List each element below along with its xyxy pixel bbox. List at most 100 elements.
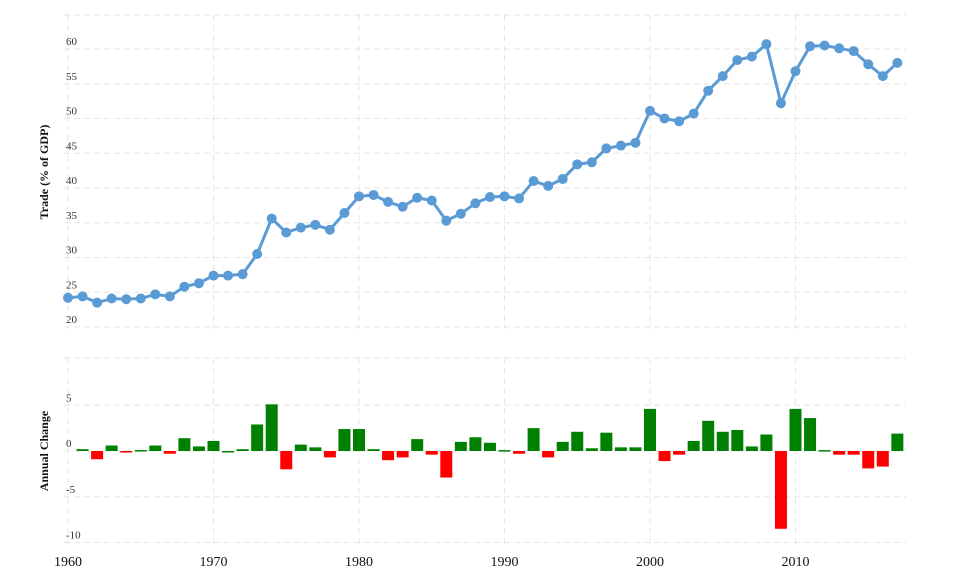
trade-point <box>397 201 408 212</box>
bottom-y-tick-label: 0 <box>66 438 72 450</box>
annual-change-bar <box>323 451 336 458</box>
annual-change-bar <box>411 439 424 451</box>
trade-point <box>121 294 132 305</box>
annual-change-bar <box>265 404 278 451</box>
annual-change-bar <box>585 448 598 451</box>
annual-change-bar <box>658 451 671 462</box>
trade-point <box>470 198 481 209</box>
trade-point <box>543 180 554 191</box>
annual-change-bar <box>105 445 118 451</box>
annual-change-bar <box>76 449 89 451</box>
trade-point <box>659 113 670 124</box>
trade-point <box>484 192 495 203</box>
x-tick-label: 1990 <box>491 555 519 570</box>
annual-change-bar <box>542 451 555 458</box>
annual-change-bar <box>513 451 526 454</box>
trade-point <box>819 40 830 51</box>
bottom-y-tick-label: 5 <box>66 392 72 404</box>
top-y-tick-label: 40 <box>66 175 78 187</box>
trade-point <box>892 57 903 68</box>
annual-change-bar <box>294 444 307 451</box>
annual-change-bar <box>600 432 613 451</box>
top-y-tick-label: 25 <box>66 279 78 291</box>
trade-point <box>310 219 321 230</box>
trade-point <box>383 196 394 207</box>
trade-line <box>67 42 899 305</box>
trade-point <box>499 191 510 202</box>
bottom-y-axis-label: Annual Change <box>37 410 51 491</box>
top-y-tick-label: 55 <box>66 71 78 83</box>
trade-point <box>92 297 103 308</box>
top-y-tick-label: 30 <box>66 245 78 257</box>
x-tick-label: 2000 <box>636 555 664 570</box>
top-y-axis-label: Trade (% of GDP) <box>37 125 51 220</box>
annual-change-bar <box>454 441 467 451</box>
annual-change-bar <box>745 446 758 451</box>
annual-change-bar <box>192 446 205 451</box>
top-y-tick-label: 45 <box>66 140 78 152</box>
trade-point <box>354 191 364 202</box>
annual-change-bar <box>469 437 482 451</box>
annual-change-bar <box>163 451 176 454</box>
annual-change-bar <box>425 451 438 455</box>
trade-line-series <box>67 42 899 305</box>
annual-change-bar <box>614 447 627 451</box>
trade-point <box>615 140 626 151</box>
annual-change-bar <box>847 451 860 455</box>
bottom-y-axis-ticks: -10 -5 0 5 <box>66 392 81 541</box>
annual-change-bars <box>76 404 904 529</box>
annual-change-bar <box>498 450 511 452</box>
trade-point <box>877 71 888 82</box>
trade-point <box>717 71 728 82</box>
annual-change-bar <box>149 445 162 451</box>
trade-point <box>77 291 88 302</box>
x-tick-label: 1970 <box>200 555 228 570</box>
trade-point <box>193 278 204 289</box>
x-tick-label: 1960 <box>54 555 82 570</box>
top-y-tick-label: 35 <box>66 210 78 222</box>
annual-change-bar <box>120 451 133 453</box>
trade-point <box>223 270 234 281</box>
annual-change-bar <box>833 451 846 455</box>
annual-change-bar <box>644 408 656 451</box>
trade-point <box>674 116 685 127</box>
trade-point <box>412 192 423 203</box>
trade-point <box>848 46 859 57</box>
trade-point <box>703 85 714 96</box>
annual-change-bar <box>134 450 147 452</box>
annual-change-bar <box>760 434 773 451</box>
trade-point <box>237 269 248 280</box>
annual-change-bar <box>571 431 584 451</box>
trade-point <box>295 222 306 233</box>
annual-change-bar <box>382 451 395 461</box>
annual-change-bar <box>716 431 729 451</box>
annual-change-bar <box>774 451 787 529</box>
annual-change-bar <box>818 450 831 452</box>
trade-point <box>761 39 772 50</box>
annual-change-bar <box>702 420 715 451</box>
trade-point <box>426 195 437 206</box>
annual-change-bar <box>673 451 686 455</box>
trade-point <box>572 159 583 170</box>
trade-point <box>688 108 699 119</box>
trade-point <box>208 270 219 281</box>
bottom-y-tick-label: -5 <box>66 484 76 496</box>
annual-change-bar <box>731 429 744 451</box>
trade-point <box>732 55 743 66</box>
top-y-axis-ticks: 20 25 30 35 40 45 50 55 60 <box>66 36 78 326</box>
trade-point <box>266 213 277 224</box>
annual-change-bar <box>222 451 235 453</box>
annual-change-bar <box>629 447 642 451</box>
trade-point <box>106 293 117 304</box>
trade-point <box>179 281 190 292</box>
annual-change-bar <box>527 428 540 451</box>
trade-point <box>805 41 816 52</box>
annual-change-bar <box>236 449 249 451</box>
top-y-tick-label: 20 <box>66 314 78 326</box>
x-tick-label: 1980 <box>345 555 373 570</box>
trade-point <box>150 289 161 300</box>
top-y-tick-label: 60 <box>66 36 78 48</box>
trade-point <box>368 189 379 200</box>
annual-change-bar <box>280 451 293 470</box>
